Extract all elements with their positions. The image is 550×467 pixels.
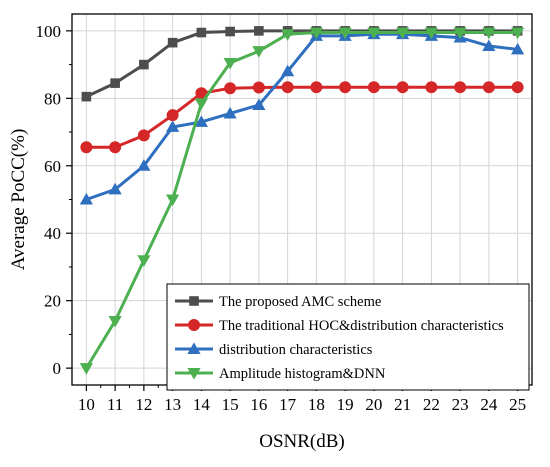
- data-point: [252, 81, 265, 94]
- x-tick-label: 13: [164, 395, 181, 414]
- data-point: [339, 81, 352, 94]
- x-tick-label: 11: [107, 395, 123, 414]
- legend-item-2: The traditional HOC&distribution charact…: [175, 318, 504, 334]
- data-point: [195, 87, 208, 100]
- y-axis-title: Average PoCC(%): [8, 129, 29, 271]
- data-point: [166, 194, 180, 207]
- data-point: [310, 81, 323, 94]
- legend-item-4: Amplitude histogram&DNN: [175, 366, 386, 382]
- data-point: [108, 315, 122, 328]
- data-point: [281, 81, 294, 94]
- data-point: [453, 27, 467, 40]
- data-point: [281, 64, 295, 77]
- series-2: [80, 81, 524, 154]
- legend-marker: [187, 342, 201, 354]
- data-point: [166, 120, 180, 132]
- data-point: [252, 98, 266, 111]
- x-tick-label: 19: [337, 395, 354, 414]
- legend-marker: [187, 368, 201, 380]
- data-point: [80, 141, 93, 154]
- data-point: [482, 39, 496, 51]
- y-tick-label: 20: [44, 292, 61, 311]
- y-tick-label: 80: [44, 89, 61, 108]
- legend-label: Amplitude histogram&DNN: [219, 366, 386, 382]
- data-point: [338, 27, 352, 40]
- legend-label: The traditional HOC&distribution charact…: [219, 318, 504, 334]
- data-point: [166, 109, 179, 122]
- x-tick-label: 20: [365, 395, 382, 414]
- legend-marker: [189, 296, 199, 306]
- x-tick-label: 15: [222, 395, 239, 414]
- data-point: [367, 81, 380, 94]
- data-point: [511, 42, 525, 55]
- legend-item-1: The proposed AMC scheme: [175, 294, 381, 310]
- data-point: [196, 27, 207, 38]
- data-point: [137, 255, 151, 267]
- x-tick-label: 21: [394, 395, 411, 414]
- x-axis-title: OSNR(dB): [259, 431, 345, 452]
- series-line: [85, 31, 518, 369]
- series-line: [85, 29, 518, 98]
- data-point: [167, 37, 178, 48]
- x-tick-label: 25: [509, 395, 526, 414]
- series-layer: [79, 26, 525, 375]
- data-point: [139, 59, 149, 70]
- data-point: [81, 91, 92, 102]
- legend-box: [166, 283, 530, 391]
- x-tick-label: 17: [279, 395, 297, 414]
- data-point: [511, 27, 525, 40]
- x-tick-label: 22: [423, 395, 440, 414]
- data-point: [79, 363, 93, 375]
- x-tick-label: 10: [78, 395, 95, 414]
- legend-item-3: distribution characteristics: [175, 342, 373, 358]
- data-point: [223, 106, 237, 119]
- series-3: [79, 27, 525, 205]
- x-tick-label: 18: [308, 395, 325, 414]
- data-point: [252, 46, 266, 58]
- legend-label: distribution characteristics: [219, 342, 373, 358]
- x-tick-label: 23: [452, 395, 469, 414]
- data-point: [367, 27, 381, 40]
- legend-label: The proposed AMC scheme: [219, 294, 381, 310]
- data-point: [309, 27, 323, 40]
- data-point: [281, 29, 295, 41]
- x-tick-label: 16: [250, 395, 267, 414]
- legend-marker: [188, 319, 200, 331]
- series-line: [85, 32, 518, 201]
- data-point: [137, 159, 151, 171]
- data-point: [110, 78, 120, 88]
- y-tick-label: 40: [44, 224, 61, 243]
- data-point: [225, 26, 235, 37]
- x-tick-label: 14: [193, 395, 211, 414]
- data-point: [482, 81, 495, 94]
- series-line: [86, 85, 518, 149]
- data-point: [79, 192, 93, 205]
- data-point: [223, 57, 237, 70]
- x-tick-label: 24: [480, 395, 498, 414]
- data-point: [424, 27, 438, 40]
- data-point: [511, 81, 524, 94]
- data-point: [396, 27, 410, 40]
- x-tick-label: 12: [135, 395, 152, 414]
- series-4: [79, 27, 525, 375]
- y-tick-label: 0: [53, 359, 62, 378]
- data-point: [108, 182, 122, 195]
- data-point: [224, 82, 237, 95]
- data-point: [109, 141, 122, 154]
- data-point: [137, 129, 150, 142]
- y-tick-label: 100: [36, 22, 62, 41]
- data-point: [425, 81, 438, 94]
- y-tick-label: 60: [44, 157, 61, 176]
- data-point: [396, 81, 409, 94]
- data-point: [194, 98, 208, 110]
- data-point: [454, 81, 467, 94]
- data-point: [482, 27, 496, 40]
- data-point: [254, 26, 264, 36]
- data-point: [194, 115, 208, 127]
- legend: The proposed AMC scheme The traditional H…: [166, 283, 530, 391]
